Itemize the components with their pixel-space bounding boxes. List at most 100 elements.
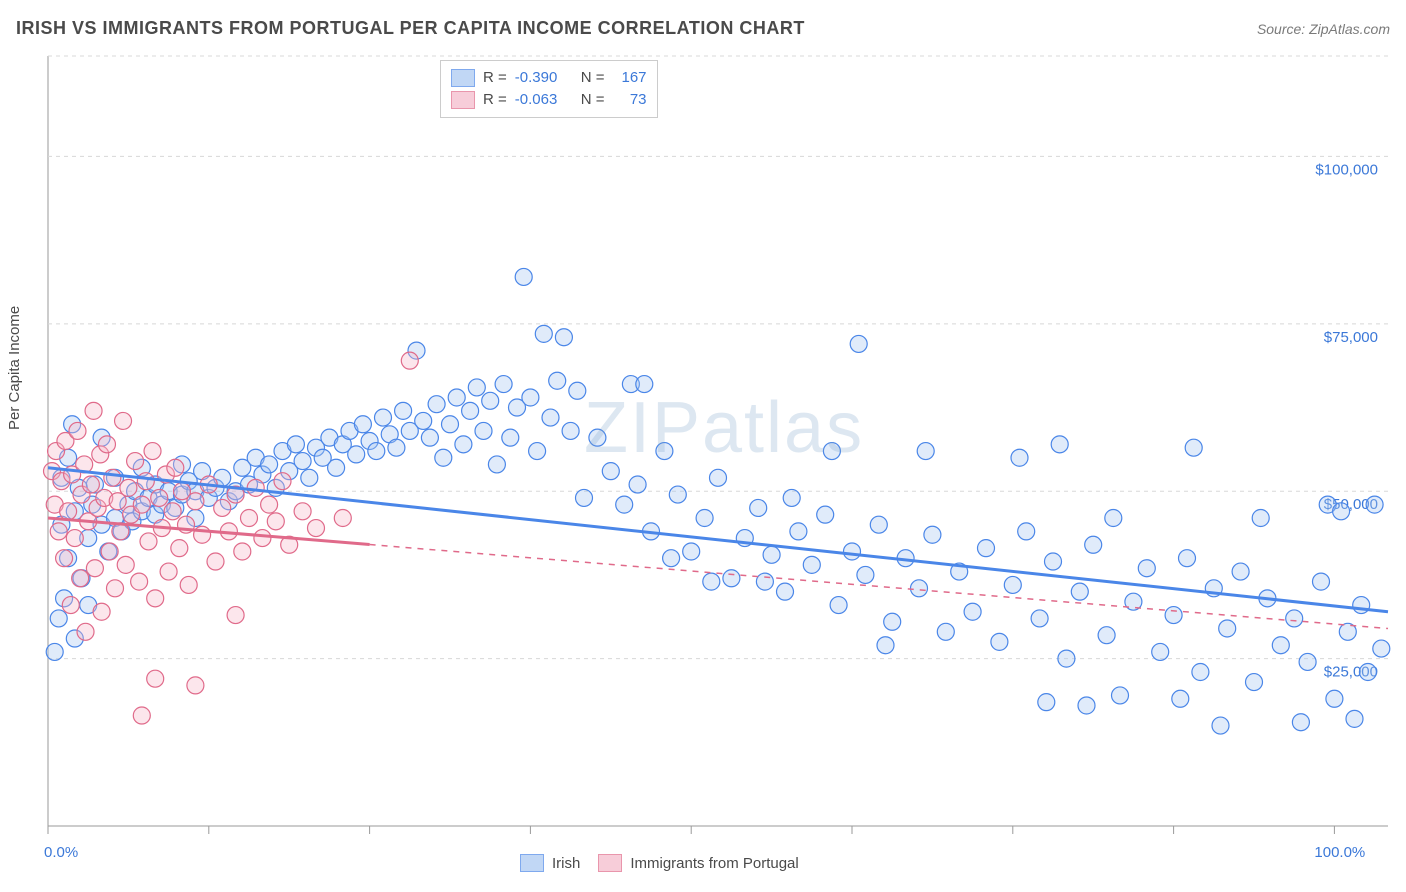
data-point <box>207 553 224 570</box>
data-point <box>1326 690 1343 707</box>
legend-N-value: 167 <box>613 67 647 89</box>
data-point <box>1038 694 1055 711</box>
data-point <box>1045 553 1062 570</box>
data-point <box>1085 536 1102 553</box>
data-point <box>669 486 686 503</box>
data-point <box>602 463 619 480</box>
data-point <box>1185 439 1202 456</box>
data-point <box>777 583 794 600</box>
data-point <box>167 459 184 476</box>
y-tick-label: $75,000 <box>1324 329 1378 346</box>
data-point <box>69 422 86 439</box>
data-point <box>247 479 264 496</box>
legend-correlation: R =-0.390N =167R =-0.063N =73 <box>440 60 658 118</box>
data-point <box>1138 560 1155 577</box>
data-point <box>401 352 418 369</box>
data-point <box>703 573 720 590</box>
data-point <box>857 566 874 583</box>
data-point <box>164 503 181 520</box>
data-point <box>234 543 251 560</box>
data-point <box>1058 650 1075 667</box>
data-point <box>455 436 472 453</box>
data-point <box>66 530 83 547</box>
data-point <box>522 389 539 406</box>
data-point <box>50 523 67 540</box>
data-point <box>187 493 204 510</box>
data-point <box>334 510 351 527</box>
legend-series-label: Immigrants from Portugal <box>630 855 798 872</box>
data-point <box>1031 610 1048 627</box>
data-point <box>227 607 244 624</box>
data-point <box>1011 449 1028 466</box>
data-point <box>131 573 148 590</box>
y-axis-label: Per Capita Income <box>6 306 23 430</box>
data-point <box>1071 583 1088 600</box>
legend-series-item: Irish <box>520 854 580 872</box>
data-point <box>60 503 77 520</box>
data-point <box>117 556 134 573</box>
data-point <box>937 623 954 640</box>
chart-title: IRISH VS IMMIGRANTS FROM PORTUGAL PER CA… <box>16 18 805 39</box>
data-point <box>254 530 271 547</box>
data-point <box>1212 717 1229 734</box>
data-point <box>1112 687 1129 704</box>
data-point <box>1192 664 1209 681</box>
data-point <box>1299 653 1316 670</box>
data-point <box>1165 607 1182 624</box>
data-point <box>448 389 465 406</box>
data-point <box>723 570 740 587</box>
data-point <box>823 443 840 460</box>
data-point <box>475 422 492 439</box>
data-point <box>495 376 512 393</box>
data-point <box>50 610 67 627</box>
data-point <box>133 496 150 513</box>
legend-swatch <box>520 854 544 872</box>
data-point <box>287 436 304 453</box>
data-point <box>1286 610 1303 627</box>
data-point <box>77 623 94 640</box>
data-point <box>917 443 934 460</box>
legend-swatch <box>451 91 475 109</box>
data-point <box>1219 620 1236 637</box>
x-axis-label-min: 0.0% <box>44 844 78 861</box>
data-point <box>830 597 847 614</box>
data-point <box>1098 627 1115 644</box>
data-point <box>576 489 593 506</box>
data-point <box>870 516 887 533</box>
data-point <box>115 412 132 429</box>
data-point <box>98 436 115 453</box>
data-point <box>442 416 459 433</box>
data-point <box>629 476 646 493</box>
legend-R-label: R = <box>483 67 507 89</box>
data-point <box>428 396 445 413</box>
data-point <box>683 543 700 560</box>
legend-series: Irish Immigrants from Portugal <box>520 854 799 872</box>
legend-swatch <box>451 69 475 87</box>
data-point <box>1004 576 1021 593</box>
data-point <box>1346 710 1363 727</box>
data-point <box>348 446 365 463</box>
legend-correlation-row: R =-0.063N =73 <box>451 89 647 111</box>
data-point <box>1018 523 1035 540</box>
data-point <box>964 603 981 620</box>
data-point <box>85 402 102 419</box>
data-point <box>395 402 412 419</box>
data-point <box>756 573 773 590</box>
data-point <box>62 597 79 614</box>
data-point <box>46 643 63 660</box>
data-point <box>1359 664 1376 681</box>
data-point <box>82 476 99 493</box>
data-point <box>388 439 405 456</box>
data-point <box>1366 496 1383 513</box>
x-axis-label-max: 100.0% <box>1314 844 1365 861</box>
data-point <box>1252 510 1269 527</box>
data-point <box>1292 714 1309 731</box>
data-point <box>468 379 485 396</box>
data-point <box>535 325 552 342</box>
data-point <box>844 543 861 560</box>
data-point <box>294 453 311 470</box>
data-point <box>101 543 118 560</box>
data-point <box>160 563 177 580</box>
regression-line <box>48 468 1388 612</box>
legend-swatch <box>598 854 622 872</box>
